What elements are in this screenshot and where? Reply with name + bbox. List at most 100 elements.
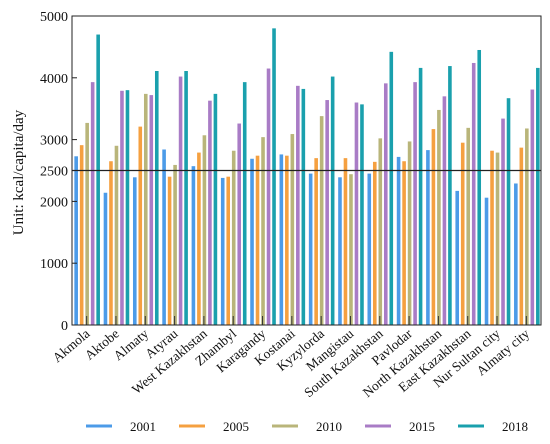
bar-2001-north-kazakhstan (426, 150, 430, 325)
bar-2018-west-kazakhstan (213, 93, 218, 326)
y-tick-label: 4000 (40, 72, 68, 87)
bar-2010-kyzylorda (319, 116, 324, 326)
bar-2005-almaty (138, 126, 143, 326)
bar-2010-east-kazakhstan (466, 127, 471, 325)
y-axis: 0 1000 2000 3000 4000 5000 (40, 10, 77, 334)
bar-2010-west-kazakhstan (202, 135, 207, 325)
bar-2015-west-kazakhstan (208, 100, 212, 325)
bar-2001-aktobe (103, 192, 108, 325)
legend: 2001 2005 2010 2015 2018 (86, 419, 528, 434)
bar-2015-east-kazakhstan (471, 62, 476, 325)
bar-2005-east-kazakhstan (460, 142, 465, 325)
bars-layer (74, 28, 540, 326)
y-tick-label: 0 (61, 319, 68, 334)
bar-2015-karagandy (266, 68, 271, 325)
bar-2018-north-kazakhstan (448, 66, 452, 325)
bar-2005-pavlodar (402, 161, 406, 325)
bar-2010-south-kazakhstan (378, 138, 383, 325)
bar-2001-karagandy (250, 158, 254, 325)
bar-2010-kostanai (290, 134, 295, 325)
bar-2018-east-kazakhstan (477, 49, 482, 326)
bar-2018-aktobe (125, 90, 130, 325)
bar-2015-almaty (149, 95, 154, 325)
bar-2018-nur-sultan-city (506, 98, 511, 325)
bar-2005-akmola (79, 145, 84, 325)
legend-label-2018: 2018 (502, 419, 528, 434)
legend-label-2005: 2005 (223, 419, 249, 434)
bar-2018-mangistau (360, 104, 364, 326)
bar-2005-aktobe (109, 161, 113, 325)
bar-2001-atyrau (162, 149, 166, 325)
bar-2005-north-kazakhstan (431, 129, 436, 325)
bar-2001-south-kazakhstan (367, 173, 372, 325)
bar-2001-kostanai (279, 154, 284, 325)
legend-label-2001: 2001 (130, 419, 156, 434)
bar-2015-kyzylorda (325, 100, 329, 325)
bar-2001-mangistau (338, 177, 342, 325)
y-axis-title: Unit: kcal/capita/day (11, 109, 27, 235)
bar-2018-almaty (154, 71, 159, 325)
bar-2018-zhambyl (242, 82, 247, 325)
bar-2001-zhambyl (220, 177, 225, 325)
bar-2015-nur-sultan-city (501, 118, 505, 325)
bar-2005-kyzylorda (314, 158, 318, 325)
bar-2018-pavlodar (418, 67, 423, 325)
bar-2005-karagandy (255, 155, 260, 325)
y-tick-label: 1000 (40, 257, 68, 272)
bar-2005-atyrau (167, 176, 172, 325)
bar-2005-nur-sultan-city (490, 150, 494, 325)
reference-line-layer: 2500 (40, 165, 541, 180)
bar-2015-mangistau (354, 102, 359, 326)
bar-2010-nur-sultan-city (495, 152, 500, 325)
y-tick-label: 2000 (40, 195, 68, 210)
bar-2010-akmola (85, 122, 89, 325)
y-tick-label: 5000 (40, 10, 68, 25)
bar-2018-kyzylorda (330, 76, 335, 325)
bar-2005-kostanai (285, 155, 289, 325)
bar-2001-akmola (74, 156, 78, 325)
bar-2010-north-kazakhstan (437, 109, 441, 325)
bar-2015-zhambyl (237, 123, 242, 325)
bar-2018-atyrau (184, 71, 188, 325)
bar-2018-karagandy (272, 28, 276, 326)
bar-2015-north-kazakhstan (442, 96, 447, 325)
legend-label-2010: 2010 (316, 419, 342, 434)
x-category-label: Akmola (50, 326, 93, 365)
bar-2010-atyrau (173, 164, 177, 325)
bar-2005-west-kazakhstan (197, 152, 201, 325)
bar-2015-south-kazakhstan (383, 83, 388, 325)
bar-2010-almaty-city (525, 128, 529, 325)
bar-2001-nur-sultan-city (484, 197, 489, 325)
bar-2015-kostanai (296, 85, 300, 325)
plot-frame (71, 15, 542, 326)
bar-2005-south-kazakhstan (372, 161, 377, 325)
bar-2001-east-kazakhstan (455, 190, 460, 325)
bar-2010-almaty (143, 93, 148, 326)
bar-2018-kostanai (301, 88, 306, 325)
bar-2015-aktobe (120, 90, 124, 325)
bar-2010-mangistau (349, 174, 353, 325)
bar-2005-almaty-city (519, 147, 524, 325)
bar-2005-zhambyl (226, 176, 231, 325)
bar-2001-almaty (132, 177, 137, 325)
bar-2015-pavlodar (413, 82, 417, 325)
legend-label-2015: 2015 (409, 419, 435, 434)
bar-2005-mangistau (343, 158, 348, 325)
bar-2010-pavlodar (407, 141, 412, 325)
bar-2001-kyzylorda (308, 173, 313, 325)
bar-2018-south-kazakhstan (389, 51, 394, 326)
bar-2001-pavlodar (396, 156, 401, 325)
bar-2010-zhambyl (231, 150, 236, 325)
bar-2018-almaty-city (536, 67, 540, 325)
bar-2010-aktobe (114, 145, 119, 325)
bar-2001-west-kazakhstan (191, 166, 196, 325)
bar-2010-karagandy (261, 137, 265, 325)
bar-2015-akmola (90, 82, 95, 325)
bar-2015-atyrau (178, 76, 183, 325)
bar-2001-almaty-city (514, 183, 518, 325)
y-tick-label: 3000 (40, 134, 68, 149)
bar-2018-akmola (96, 34, 100, 325)
